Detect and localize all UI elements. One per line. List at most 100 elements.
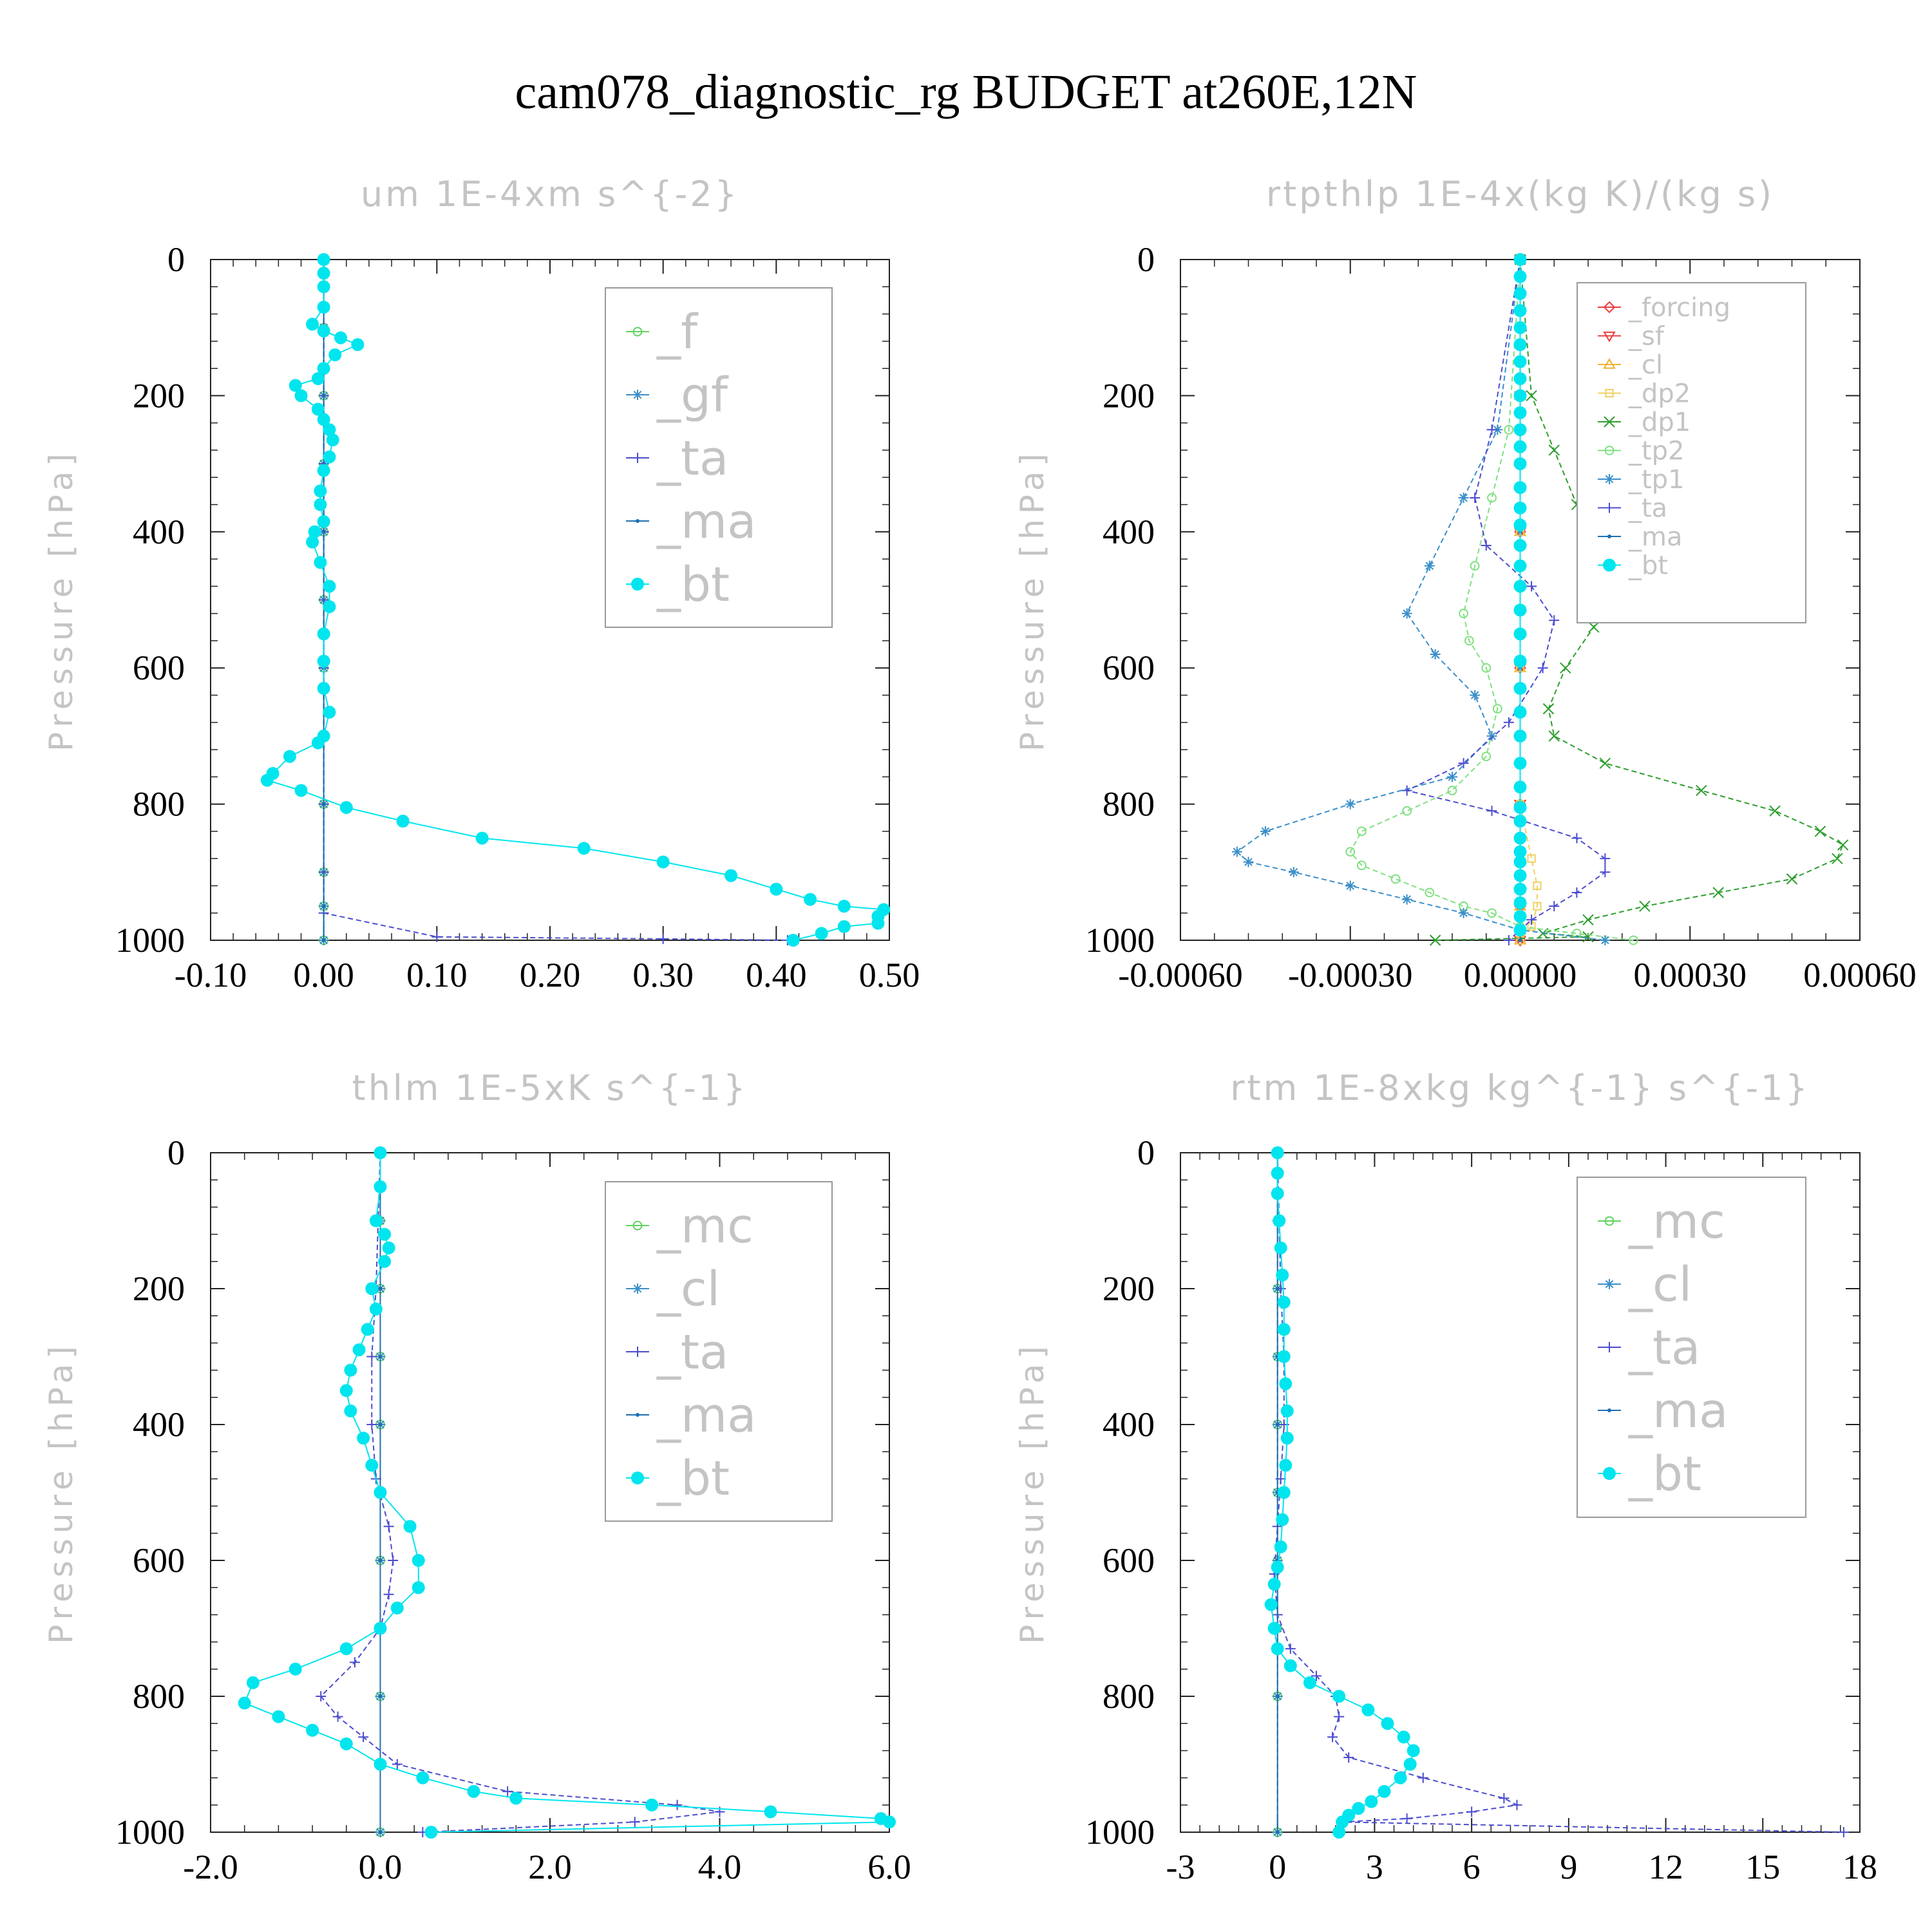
series-tp1-point xyxy=(1424,560,1435,571)
legend-label: _ta xyxy=(1628,494,1667,524)
series-bt-point xyxy=(283,750,296,763)
legend-marker xyxy=(1607,1408,1611,1412)
legend-marker xyxy=(1603,301,1616,314)
x-tick-label: 0.20 xyxy=(520,956,581,994)
legend-marker xyxy=(1605,388,1614,398)
series-bt-point xyxy=(339,1737,353,1750)
series-bt-point xyxy=(724,869,738,882)
y-axis-label: Pressure [hPa] xyxy=(43,1341,80,1644)
series-ta-line xyxy=(323,260,788,941)
series-bt-point xyxy=(317,362,330,375)
series-ta-point xyxy=(388,1555,399,1566)
series-ta-point xyxy=(1285,1643,1296,1654)
series-tp1-point xyxy=(1492,424,1503,435)
chart-title: thlm 1E-5xK s^{-1} xyxy=(352,1068,748,1108)
series-bt-point xyxy=(289,1662,302,1676)
series-bt-point xyxy=(374,1757,387,1771)
y-tick-label: 200 xyxy=(133,376,185,415)
series-bt-point xyxy=(1513,287,1527,300)
legend-marker xyxy=(1603,331,1616,343)
series-tp1-point xyxy=(1401,608,1412,619)
series-ma-point xyxy=(1275,1287,1280,1291)
series-bt-point xyxy=(328,348,342,361)
legend-marker xyxy=(1607,535,1611,538)
legend-marker xyxy=(1603,358,1616,369)
series-bt-point xyxy=(1513,627,1527,641)
series-dp1-point xyxy=(1548,444,1560,456)
x-tick-label: 0.50 xyxy=(859,956,920,994)
x-tick-label: -2.0 xyxy=(183,1848,238,1886)
legend-label: _f xyxy=(656,305,699,360)
legend-label: _tp1 xyxy=(1628,465,1685,495)
series-tp2-point xyxy=(1402,806,1412,816)
x-tick-label: 15 xyxy=(1745,1848,1780,1886)
legend-marker xyxy=(1604,502,1615,513)
x-tick-label: 12 xyxy=(1649,1848,1683,1886)
series-dp1-point xyxy=(1786,873,1798,885)
series-bt-point xyxy=(1513,355,1527,368)
series-bt-point xyxy=(1332,1826,1346,1839)
x-tick-label: 0.00 xyxy=(293,956,354,994)
series-ta-point xyxy=(1486,806,1497,817)
series-tp1-point xyxy=(1345,799,1356,810)
series-dp2-point xyxy=(1527,854,1536,863)
legend-label: _bt xyxy=(656,1451,730,1506)
y-tick-label: 800 xyxy=(1103,785,1155,824)
series-ta-point xyxy=(1458,758,1469,769)
series-bt-point xyxy=(382,1241,395,1255)
series-ta-point xyxy=(332,1711,343,1722)
legend-marker xyxy=(1604,446,1615,455)
legend-label: _sf xyxy=(1628,322,1665,352)
legend-label: _ta xyxy=(1628,1320,1700,1376)
series-bt-point xyxy=(1513,304,1527,317)
series-bt-point xyxy=(403,1520,417,1533)
series-bt-point xyxy=(1271,1166,1284,1180)
legend-label: _bt xyxy=(656,557,730,612)
series-bt-point xyxy=(1277,1296,1291,1309)
series-ma-point xyxy=(321,529,326,534)
series-tp1-point xyxy=(1470,690,1481,701)
series-tp2-point xyxy=(1356,826,1367,837)
series-bt-point xyxy=(1513,481,1527,495)
series-ma-point xyxy=(321,904,326,909)
series-bt-point xyxy=(1513,518,1527,532)
series-bt-point xyxy=(412,1581,425,1595)
series-bt-point xyxy=(317,267,330,280)
series-dp1-point xyxy=(1599,757,1611,769)
y-tick-label: 1000 xyxy=(1085,1813,1155,1852)
series-bt-point xyxy=(317,413,330,426)
series-ta-point xyxy=(1511,1799,1522,1810)
chart-title: um 1E-4xm s^{-2} xyxy=(361,174,739,214)
series-dp1-point xyxy=(1548,730,1560,742)
y-tick-label: 1000 xyxy=(115,1813,185,1852)
series-bt-point xyxy=(1271,1187,1284,1200)
series-bt-point xyxy=(1513,910,1527,923)
legend-marker xyxy=(632,327,643,337)
series-bt-point xyxy=(1280,1404,1294,1417)
series-bt-point xyxy=(374,1486,387,1499)
series-bt-point xyxy=(339,1642,353,1656)
series-ma-point xyxy=(378,1830,383,1834)
series-bt-point xyxy=(1513,781,1527,794)
series-bt-point xyxy=(837,900,851,913)
series-bt-point xyxy=(1513,389,1527,402)
series-ma-point xyxy=(1275,1423,1280,1426)
legend-label: _bt xyxy=(1628,1446,1701,1502)
y-tick-label: 400 xyxy=(1103,513,1155,551)
series-bt-point xyxy=(1267,1622,1281,1635)
series-ta-point xyxy=(383,1589,394,1600)
series-bt-point xyxy=(871,916,885,930)
series-bt-point xyxy=(1365,1795,1378,1808)
legend-label: _ma xyxy=(656,1388,756,1443)
series-bt-point xyxy=(323,423,336,437)
series-bt-point xyxy=(1352,1802,1365,1815)
series-bt-point xyxy=(1277,1486,1291,1499)
legend-label: _mc xyxy=(656,1198,753,1254)
series-bt-point xyxy=(1513,559,1527,573)
x-tick-label: -0.10 xyxy=(175,956,247,994)
x-tick-label: 0.30 xyxy=(632,956,694,994)
legend-label: _ma xyxy=(1628,1383,1728,1439)
series-ta-point xyxy=(1600,853,1611,864)
series-bt-point xyxy=(1513,457,1527,471)
